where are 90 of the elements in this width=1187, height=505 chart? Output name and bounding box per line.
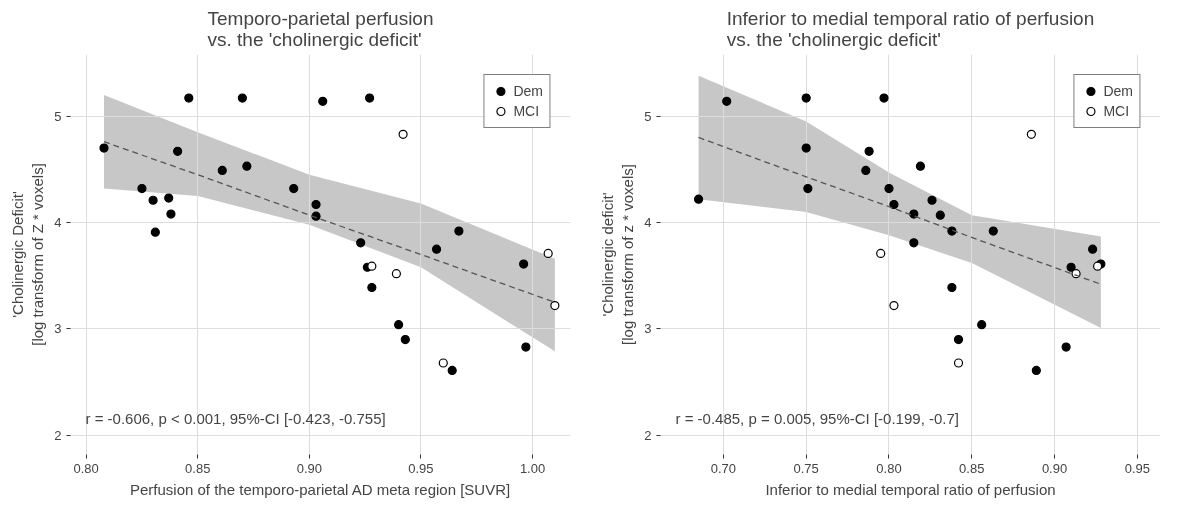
point: [876, 248, 886, 259]
legend-label: Dem: [513, 83, 543, 99]
point: [801, 93, 811, 103]
x-tick-label: 0.85: [959, 460, 985, 476]
point: [935, 210, 945, 220]
x-tick-label: 0.80: [876, 460, 902, 476]
x-tick-label: 0.85: [185, 460, 211, 476]
point: [909, 209, 919, 219]
y-tick-label: 3: [644, 321, 652, 337]
point: [367, 261, 377, 271]
point: [889, 300, 899, 311]
point: [915, 161, 926, 171]
point: [977, 320, 987, 330]
point: [1026, 129, 1036, 139]
point: [356, 238, 366, 248]
point: [953, 335, 964, 345]
point: [431, 244, 442, 254]
point: [150, 227, 160, 237]
x-tick-label: 0.70: [710, 460, 737, 476]
y-tick-label: 3: [54, 321, 62, 337]
point: [137, 183, 147, 194]
point: [438, 358, 448, 368]
point: [289, 183, 299, 194]
y-axis-title: 'Cholinergic deficit' [log transform of z * voxels]: [598, 164, 637, 345]
point: [365, 93, 375, 103]
point: [1092, 261, 1103, 271]
x-axis-title: Inferior to medial temporal ratio of perfusion: [765, 480, 1056, 498]
x-tick-label: 0.95: [408, 460, 434, 476]
legend-label: MCI: [513, 103, 540, 119]
point: [1061, 342, 1071, 352]
x-tick-label: 0.95: [1124, 460, 1150, 476]
y-tick-label: 2: [644, 427, 652, 443]
point: [391, 269, 401, 279]
point: [953, 358, 964, 368]
point: [148, 195, 158, 205]
point: [1031, 365, 1041, 376]
point: [166, 209, 176, 219]
point: [884, 183, 894, 194]
point: [909, 238, 919, 248]
point: [722, 96, 732, 106]
y-tick-label: 4: [644, 215, 652, 231]
point: [173, 146, 183, 156]
x-tick-label: 1.00: [519, 460, 546, 476]
point: [988, 226, 998, 236]
annotation: r = -0.485, p = 0.005, 95%-CI [-0.199, -0.7]: [675, 409, 959, 427]
point: [521, 342, 531, 352]
legend-label: MCI: [1103, 103, 1130, 119]
y-tick-label: 5: [54, 108, 62, 124]
y-axis-title: 'Cholinergic Deficit' [log transform of Z * voxels]: [8, 163, 47, 346]
point: [217, 165, 227, 176]
point: [394, 320, 404, 330]
point: [879, 93, 889, 103]
point: [447, 365, 457, 376]
x-tick-label: 0.90: [296, 460, 322, 476]
point: [1088, 244, 1098, 254]
point: [864, 146, 874, 156]
point: [454, 226, 464, 236]
point: [400, 335, 410, 345]
point: [803, 183, 813, 194]
x-tick-label: 0.90: [1041, 460, 1068, 476]
annotation: r = -0.606, p < 0.001, 95%-CI [-0.423, -0.755]: [85, 409, 386, 427]
point: [184, 93, 194, 103]
point: [242, 161, 252, 171]
point: [927, 195, 937, 205]
point: [550, 300, 560, 311]
y-tick-label: 2: [54, 427, 62, 443]
line-series: [697, 136, 1102, 285]
point: [801, 143, 811, 153]
chart-title: Inferior to medial temporal ratio of perfusion vs. the 'cholinergic deficit': [726, 7, 1095, 50]
point: [1066, 262, 1076, 272]
point: [367, 282, 377, 293]
chart-title: Temporo-parietal perfusion vs. the 'cholinergic deficit': [207, 7, 434, 50]
x-axis-title: Perfusion of the temporo-parietal AD meta region [SUVR]: [129, 480, 511, 498]
point: [398, 129, 408, 139]
point: [861, 165, 871, 176]
point: [318, 96, 328, 106]
point: [311, 199, 321, 210]
point: [237, 93, 247, 103]
point: [164, 193, 174, 203]
point: [99, 143, 109, 153]
point: [543, 248, 553, 259]
x-tick-label: 0.75: [793, 460, 819, 476]
x-tick-label: 0.80: [73, 460, 99, 476]
point: [889, 199, 899, 210]
y-tick-label: 4: [54, 215, 62, 231]
legend-label: Dem: [1103, 83, 1133, 99]
y-tick-label: 5: [644, 108, 652, 124]
point: [519, 259, 529, 269]
point: [947, 282, 957, 293]
point: [693, 194, 704, 204]
